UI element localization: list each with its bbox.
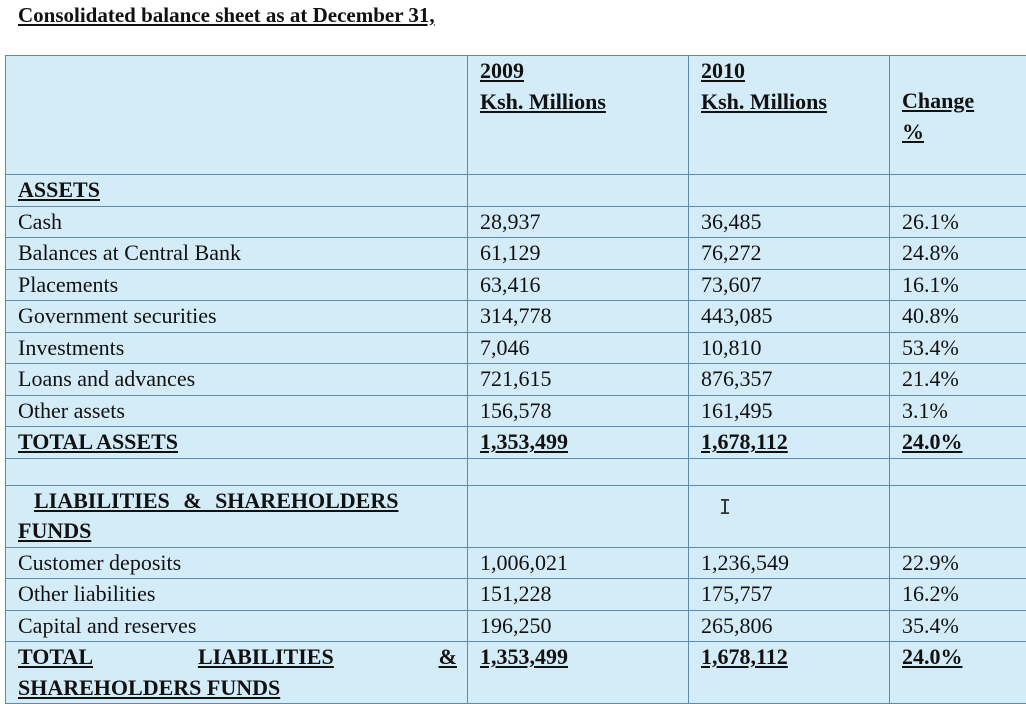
value-2009: 721,615 <box>468 364 689 396</box>
total-liabilities-label-line2: SHAREHOLDERS FUNDS <box>18 673 467 704</box>
value-2009: 63,416 <box>468 269 689 301</box>
table-row: Other liabilities 151,228 175,757 16.2% <box>6 579 1026 611</box>
header-change-percent: % <box>902 117 1026 148</box>
total-liabilities-2009: 1,353,499 <box>468 642 689 704</box>
value-change: 24.8% <box>890 238 1026 270</box>
value-change: 40.8% <box>890 301 1026 333</box>
total-assets-2010: 1,678,112 <box>689 427 890 459</box>
table-row: Investments 7,046 10,810 53.4% <box>6 332 1026 364</box>
spacer-row <box>6 458 1026 485</box>
value-2009: 61,129 <box>468 238 689 270</box>
header-2009-unit: Ksh. Millions <box>480 87 688 118</box>
value-change: 22.9% <box>890 547 1026 579</box>
value-2010: 36,485 <box>689 206 890 238</box>
value-2009: 28,937 <box>468 206 689 238</box>
row-label: Investments <box>6 332 468 364</box>
total-liabilities-change: 24.0% <box>890 642 1026 704</box>
value-change: 21.4% <box>890 364 1026 396</box>
assets-heading: ASSETS <box>6 175 468 207</box>
value-change: 53.4% <box>890 332 1026 364</box>
header-2010-unit: Ksh. Millions <box>701 87 889 118</box>
total-assets-label: TOTAL ASSETS <box>6 427 468 459</box>
document-title: Consolidated balance sheet as at Decembe… <box>18 3 435 28</box>
ampersand-word: & <box>439 642 457 673</box>
liabilities-heading-line2: FUNDS <box>18 516 467 547</box>
header-2010-year: 2010 <box>701 56 889 87</box>
total-word: TOTAL <box>18 642 93 673</box>
value-2010: 876,357 <box>689 364 890 396</box>
header-label-cell <box>6 56 468 175</box>
row-label: Loans and advances <box>6 364 468 396</box>
value-2009: 1,006,021 <box>468 547 689 579</box>
value-change: 3.1% <box>890 395 1026 427</box>
total-assets-change: 24.0% <box>890 427 1026 459</box>
table-row: Balances at Central Bank 61,129 76,272 2… <box>6 238 1026 270</box>
header-row: 2009 Ksh. Millions 2010 Ksh. Millions Ch… <box>6 56 1026 175</box>
value-2009: 314,778 <box>468 301 689 333</box>
value-2010: 76,272 <box>689 238 890 270</box>
value-2010: 265,806 <box>689 610 890 642</box>
row-label: Capital and reserves <box>6 610 468 642</box>
value-2010: 161,495 <box>689 395 890 427</box>
total-liabilities-label-line1: TOTAL LIABILITIES & <box>18 642 467 673</box>
value-2010: 73,607 <box>689 269 890 301</box>
liabilities-heading-line1: LIABILITIES & SHAREHOLDERS <box>18 486 467 517</box>
total-assets-2009: 1,353,499 <box>468 427 689 459</box>
table-row: Government securities 314,778 443,085 40… <box>6 301 1026 333</box>
balance-sheet-table: 2009 Ksh. Millions 2010 Ksh. Millions Ch… <box>5 55 1026 704</box>
total-assets-row: TOTAL ASSETS 1,353,499 1,678,112 24.0% <box>6 427 1026 459</box>
table-row: Loans and advances 721,615 876,357 21.4% <box>6 364 1026 396</box>
row-label: Placements <box>6 269 468 301</box>
header-change-label: Change <box>902 86 1026 117</box>
row-label: Other assets <box>6 395 468 427</box>
liabilities-heading-row: LIABILITIES & SHAREHOLDERS FUNDS I <box>6 485 1026 547</box>
value-2009: 7,046 <box>468 332 689 364</box>
row-label: Other liabilities <box>6 579 468 611</box>
row-label: Balances at Central Bank <box>6 238 468 270</box>
value-2010: 175,757 <box>689 579 890 611</box>
table-row: Capital and reserves 196,250 265,806 35.… <box>6 610 1026 642</box>
value-change: 35.4% <box>890 610 1026 642</box>
value-2010: 443,085 <box>689 301 890 333</box>
text-cursor-icon: I <box>701 495 731 519</box>
table-row: Placements 63,416 73,607 16.1% <box>6 269 1026 301</box>
row-label: Customer deposits <box>6 547 468 579</box>
row-label: Government securities <box>6 301 468 333</box>
row-label: Cash <box>6 206 468 238</box>
assets-heading-row: ASSETS <box>6 175 1026 207</box>
total-liabilities-2010: 1,678,112 <box>689 642 890 704</box>
header-2009: 2009 Ksh. Millions <box>468 56 689 175</box>
value-2009: 196,250 <box>468 610 689 642</box>
total-liabilities-label: TOTAL LIABILITIES & SHAREHOLDERS FUNDS <box>6 642 468 704</box>
value-2009: 156,578 <box>468 395 689 427</box>
header-change: Change % <box>890 56 1026 175</box>
header-2009-year: 2009 <box>480 56 688 87</box>
liabilities-word: LIABILITIES <box>198 642 334 673</box>
header-2010: 2010 Ksh. Millions <box>689 56 890 175</box>
value-change: 26.1% <box>890 206 1026 238</box>
value-2009: 151,228 <box>468 579 689 611</box>
value-2010: 1,236,549 <box>689 547 890 579</box>
table-row: Cash 28,937 36,485 26.1% <box>6 206 1026 238</box>
total-liabilities-row: TOTAL LIABILITIES & SHAREHOLDERS FUNDS 1… <box>6 642 1026 704</box>
value-2010: 10,810 <box>689 332 890 364</box>
table-row: Customer deposits 1,006,021 1,236,549 22… <box>6 547 1026 579</box>
table-row: Other assets 156,578 161,495 3.1% <box>6 395 1026 427</box>
value-change: 16.2% <box>890 579 1026 611</box>
value-change: 16.1% <box>890 269 1026 301</box>
liabilities-heading: LIABILITIES & SHAREHOLDERS FUNDS <box>6 485 468 547</box>
